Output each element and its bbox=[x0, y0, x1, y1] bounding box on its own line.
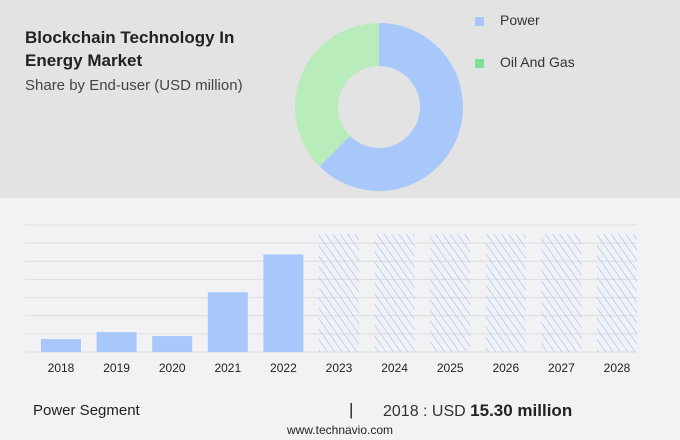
segment-label: Power Segment bbox=[33, 402, 140, 419]
x-axis-ticks: 2018 2019 2020 2021 2022 2023 2024 2025 2026 2027… bbox=[48, 361, 631, 375]
bar-2018 bbox=[41, 339, 81, 352]
donut-chart bbox=[295, 23, 463, 191]
legend-label: Oil And Gas bbox=[500, 54, 575, 70]
x-tick-label: 2021 bbox=[214, 361, 241, 375]
legend-oil-and-gas: Oil And Gas bbox=[475, 54, 575, 70]
x-tick-label: 2026 bbox=[492, 361, 519, 375]
bar-2021 bbox=[207, 292, 248, 352]
x-tick-label: 2023 bbox=[326, 361, 353, 375]
forecast-bar-2024 bbox=[374, 234, 415, 352]
forecast-bar-2025 bbox=[430, 234, 471, 352]
chart-title: Blockchain Technology In Energy Market bbox=[25, 28, 235, 70]
x-tick-label: 2022 bbox=[270, 361, 297, 375]
legend-swatch-power bbox=[475, 16, 484, 26]
bar-2019 bbox=[96, 332, 137, 352]
segment-value: 2018 : USD 15.30 million bbox=[383, 401, 572, 421]
chart-subtitle: Share by End-user (USD million) bbox=[25, 77, 243, 94]
x-tick-label: 2020 bbox=[159, 361, 186, 375]
separator: | bbox=[349, 400, 354, 419]
x-tick-label: 2018 bbox=[48, 361, 75, 375]
website-link[interactable]: www.technavio.com bbox=[286, 423, 394, 437]
forecast-bar-2026 bbox=[485, 234, 526, 352]
bar-series bbox=[41, 234, 637, 352]
value-bold: 15.30 million bbox=[470, 401, 573, 420]
forecast-bar-2028 bbox=[597, 234, 637, 352]
bar-2020 bbox=[152, 336, 193, 352]
x-tick-label: 2019 bbox=[103, 361, 130, 375]
legend-swatch-oil-and-gas bbox=[475, 58, 484, 68]
year-label: 2018 : USD bbox=[383, 403, 471, 420]
forecast-bar-2027 bbox=[541, 234, 582, 352]
x-tick-label: 2024 bbox=[381, 361, 408, 375]
forecast-bar-2023 bbox=[319, 234, 359, 352]
donut-slice-power bbox=[319, 23, 463, 191]
x-tick-label: 2027 bbox=[548, 361, 575, 375]
legend-power: Power bbox=[475, 12, 540, 28]
legend-label: Power bbox=[500, 12, 540, 28]
x-tick-label: 2025 bbox=[437, 361, 464, 375]
donut-slice-oil-and-gas bbox=[295, 23, 379, 167]
x-tick-label: 2028 bbox=[604, 361, 631, 375]
bar-2022 bbox=[263, 254, 304, 352]
